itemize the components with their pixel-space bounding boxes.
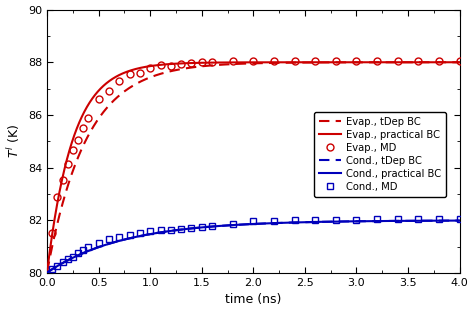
X-axis label: time (ns): time (ns) xyxy=(225,294,282,306)
Y-axis label: $T^l$ (K): $T^l$ (K) xyxy=(6,124,22,158)
Legend: Evap., tDep BC, Evap., practical BC, Evap., MD, Cond., tDep BC, Cond., practical: Evap., tDep BC, Evap., practical BC, Eva… xyxy=(314,112,447,197)
